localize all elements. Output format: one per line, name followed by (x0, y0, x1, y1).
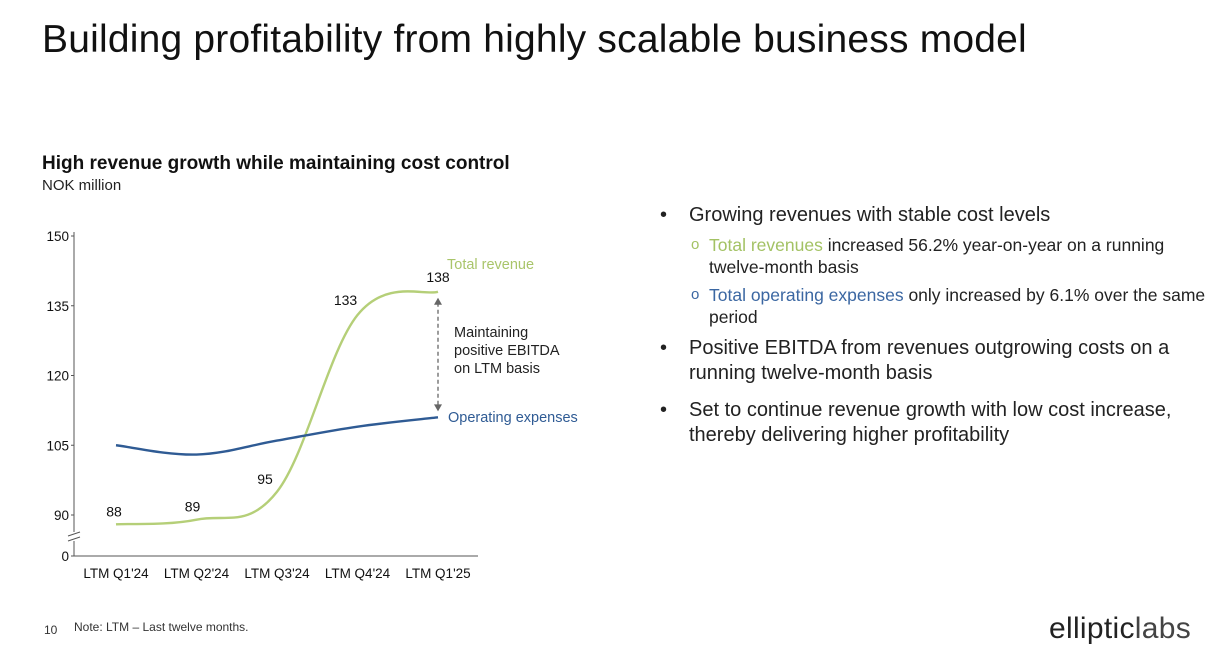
annotation-text: Maintaining (454, 325, 528, 341)
bullet-item: • Set to continue revenue growth with lo… (660, 398, 1220, 448)
x-tick-label: LTM Q3'24 (244, 566, 310, 581)
arrowhead-down (434, 404, 442, 412)
bullet-dot: • (660, 399, 668, 421)
line-chart: 0 90 105 120 135 150 LTM Q1'24 LTM Q2'24 LTM Q3'… (46, 229, 578, 581)
page-title: Building profitability from highly scala… (42, 18, 1027, 61)
sub-bullet-text: only increased by 6.1% over the same per… (709, 285, 1206, 327)
sub-bullet-highlight: Total revenues (709, 235, 823, 255)
x-tick-label: LTM Q1'24 (83, 566, 149, 581)
sub-bullet-item: o Total revenues increased 56.2% year-on… (660, 234, 1220, 278)
x-tick-label: LTM Q1'25 (405, 566, 470, 581)
y-tick-label: 105 (46, 438, 69, 453)
bullet-text: Growing revenues with stable cost levels (689, 204, 1051, 226)
bullet-dot: • (660, 337, 668, 359)
data-label: 89 (185, 499, 201, 515)
data-label: 138 (426, 269, 450, 285)
y-tick-label: 150 (46, 229, 69, 244)
y-tick-label: 135 (46, 299, 69, 314)
data-label: 88 (106, 503, 122, 519)
x-tick-label: LTM Q4'24 (325, 566, 391, 581)
chart-title: High revenue growth while maintaining co… (42, 153, 510, 174)
page-number: 10 (44, 623, 58, 637)
bullet-text: Set to continue revenue growth with low … (689, 399, 1172, 446)
sub-bullet-item: o Total operating expenses only increase… (660, 284, 1220, 328)
chart-unit: NOK million (42, 177, 122, 194)
bullet-item: • Positive EBITDA from revenues outgrowi… (660, 336, 1220, 386)
series-label-operating-expenses: Operating expenses (448, 410, 578, 426)
data-label: 133 (334, 292, 358, 308)
bullet-dot: • (660, 204, 668, 226)
footnote: Note: LTM – Last twelve months. (74, 620, 249, 634)
axis-break-mark (67, 531, 81, 537)
sub-bullet-highlight: Total operating expenses (709, 285, 904, 305)
x-tick-label: LTM Q2'24 (164, 566, 230, 581)
bullet-item: • Growing revenues with stable cost leve… (660, 203, 1220, 228)
annotation-text: on LTM basis (454, 361, 540, 377)
annotation-text: positive EBITDA (454, 343, 560, 359)
bullet-text: Positive EBITDA from revenues outgrowing… (689, 337, 1170, 384)
company-logo: ellipticlabs (1049, 612, 1191, 646)
sub-bullet-ring: o (691, 236, 700, 253)
axis-break-mark (67, 536, 81, 542)
y-tick-label: 0 (61, 549, 69, 564)
series-label-total-revenue: Total revenue (447, 257, 534, 273)
data-label: 95 (257, 471, 273, 487)
sub-bullet-ring: o (691, 286, 700, 303)
series-line-operating-expenses (115, 416, 439, 456)
bullet-list: • Growing revenues with stable cost leve… (660, 203, 1220, 454)
logo-light: labs (1134, 612, 1191, 645)
y-tick-label: 120 (46, 369, 69, 384)
logo-bold: elliptic (1049, 612, 1135, 645)
arrowhead-up (434, 297, 442, 305)
series-line-total-revenue (115, 290, 439, 526)
sub-bullet-text: increased 56.2% year-on-year on a runnin… (709, 235, 1165, 277)
y-tick-label: 90 (54, 508, 69, 523)
